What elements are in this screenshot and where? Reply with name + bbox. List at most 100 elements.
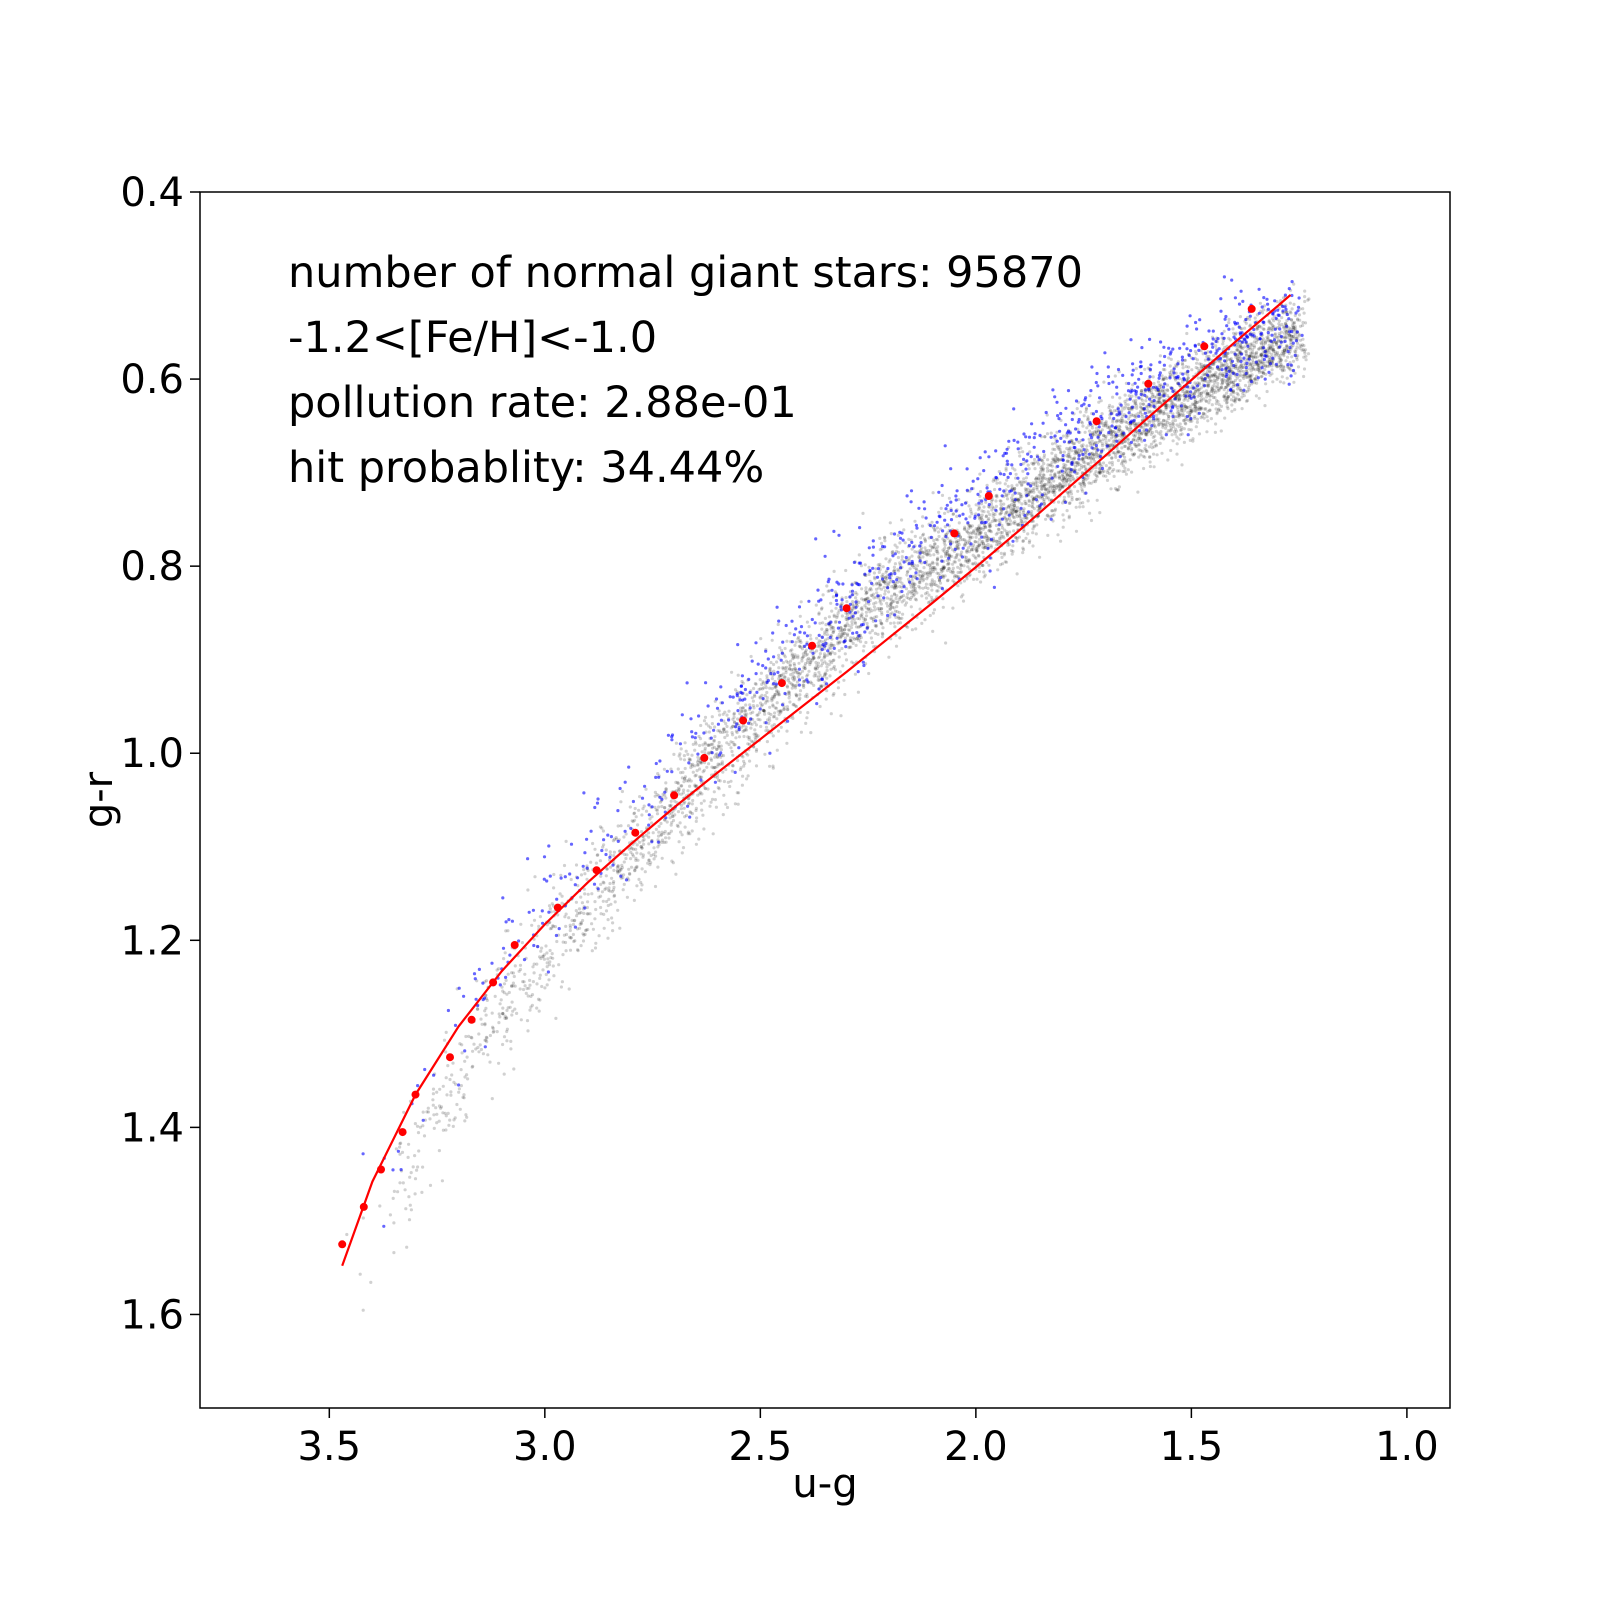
star-point [688, 758, 693, 762]
star-point [574, 863, 579, 867]
star-point [492, 1029, 496, 1033]
star-point [818, 652, 823, 656]
star-point [741, 774, 745, 778]
star-point [1054, 475, 1058, 479]
star-point [635, 864, 639, 869]
star-point [876, 632, 880, 637]
star-point [1238, 370, 1242, 374]
star-point [1046, 533, 1050, 538]
star-point [1047, 490, 1051, 494]
star-point [1136, 411, 1140, 415]
star-point [576, 948, 580, 952]
star-point [910, 530, 914, 534]
star-point [993, 512, 997, 517]
star-point [753, 682, 758, 686]
star-point [1154, 395, 1158, 399]
star-point [1236, 345, 1240, 349]
star-point [957, 497, 961, 502]
star-point [898, 636, 902, 640]
star-point [854, 637, 859, 641]
star-point [682, 780, 686, 784]
star-point [848, 628, 852, 632]
star-point [567, 916, 571, 920]
star-point [748, 759, 752, 763]
star-point [755, 735, 759, 739]
star-point [917, 569, 921, 574]
star-point [1111, 451, 1115, 455]
star-point [818, 704, 822, 709]
star-point [927, 593, 931, 597]
star-point [1222, 395, 1226, 399]
star-point [943, 543, 947, 547]
star-point [766, 699, 770, 703]
star-point [978, 527, 982, 532]
star-point [1069, 489, 1073, 493]
star-point [783, 646, 787, 651]
star-point [1175, 442, 1179, 446]
star-point [1230, 409, 1234, 413]
star-point [1113, 453, 1118, 457]
star-point [796, 656, 800, 660]
star-point [853, 637, 857, 641]
star-point [1151, 435, 1155, 439]
star-point [663, 829, 667, 834]
star-point [935, 558, 940, 562]
star-point [827, 589, 832, 593]
star-point [679, 784, 683, 788]
star-point [1205, 430, 1209, 434]
star-point [1052, 479, 1056, 483]
star-point [1197, 342, 1201, 346]
star-point [788, 663, 792, 667]
star-point [754, 764, 759, 768]
star-point [948, 569, 953, 574]
star-point [638, 795, 642, 799]
star-point [771, 715, 776, 719]
star-point [830, 650, 834, 654]
star-point [1048, 469, 1052, 473]
star-point [678, 821, 682, 825]
star-point [721, 813, 725, 817]
star-point [886, 583, 890, 587]
star-point [827, 615, 832, 619]
star-point [599, 912, 603, 916]
star-point [540, 984, 544, 989]
star-point [606, 918, 610, 922]
star-point [791, 684, 795, 688]
star-point [930, 588, 934, 592]
star-point [1281, 296, 1286, 300]
star-point [792, 702, 796, 706]
star-point [1122, 407, 1126, 411]
star-point [1142, 429, 1146, 433]
star-point [821, 593, 825, 597]
star-point [687, 758, 692, 762]
star-point [1100, 412, 1104, 416]
star-point [361, 1308, 365, 1312]
star-point [1233, 378, 1237, 383]
star-point [1227, 395, 1231, 399]
star-point [546, 957, 550, 961]
star-point [1159, 433, 1163, 437]
star-point [1049, 431, 1053, 435]
star-point [1181, 363, 1185, 367]
star-point [786, 679, 791, 683]
star-point [1115, 469, 1119, 473]
star-point [832, 613, 836, 617]
star-point [984, 515, 988, 519]
star-point [1127, 417, 1131, 421]
star-point [947, 496, 952, 500]
star-point [1186, 373, 1190, 377]
star-point [812, 674, 816, 678]
star-point [1283, 350, 1287, 354]
star-point [694, 842, 699, 846]
star-point [712, 745, 717, 749]
star-point [611, 929, 615, 933]
star-point [1240, 365, 1245, 369]
star-point [879, 607, 884, 611]
star-point [612, 885, 616, 890]
star-point [1225, 362, 1229, 367]
star-point [650, 821, 654, 825]
star-point [451, 1061, 455, 1065]
star-point [568, 935, 572, 939]
star-point [428, 1117, 432, 1121]
star-point [743, 712, 747, 716]
